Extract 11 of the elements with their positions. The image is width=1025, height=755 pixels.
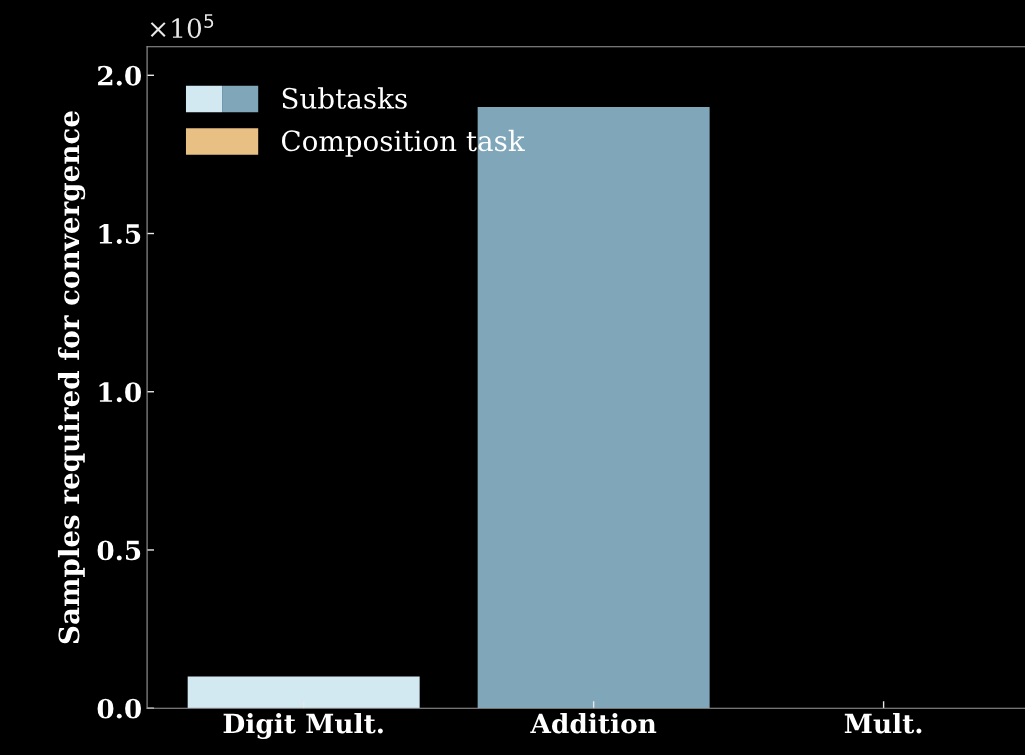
y-tick-label: 1.5	[99, 223, 141, 244]
x-tick-label: Mult.	[844, 713, 922, 734]
legend-label: Subtasks	[282, 87, 407, 109]
text: ×10$^{5}$	[150, 14, 214, 39]
y-axis-title: Samples required for convergence	[57, 111, 86, 644]
x-tick-label: Addition	[530, 713, 657, 734]
x-tick-label: Digit Mult.	[223, 713, 383, 739]
y-tick-label: 2.0	[98, 65, 141, 86]
y-tick-label: 1.0	[99, 382, 141, 403]
y-tick-label: 0.5	[97, 540, 141, 561]
y-tick-label: 0.0	[97, 698, 141, 719]
